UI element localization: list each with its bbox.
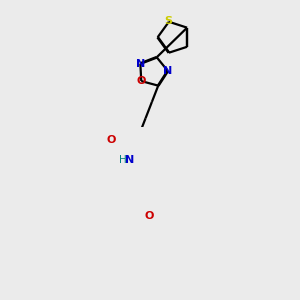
- Text: N: N: [125, 155, 134, 165]
- Text: S: S: [164, 16, 172, 26]
- Text: N: N: [163, 66, 172, 76]
- Text: H: H: [119, 155, 127, 165]
- Text: O: O: [136, 76, 146, 86]
- Text: O: O: [106, 135, 116, 145]
- Text: N: N: [136, 58, 145, 69]
- Text: O: O: [144, 211, 153, 221]
